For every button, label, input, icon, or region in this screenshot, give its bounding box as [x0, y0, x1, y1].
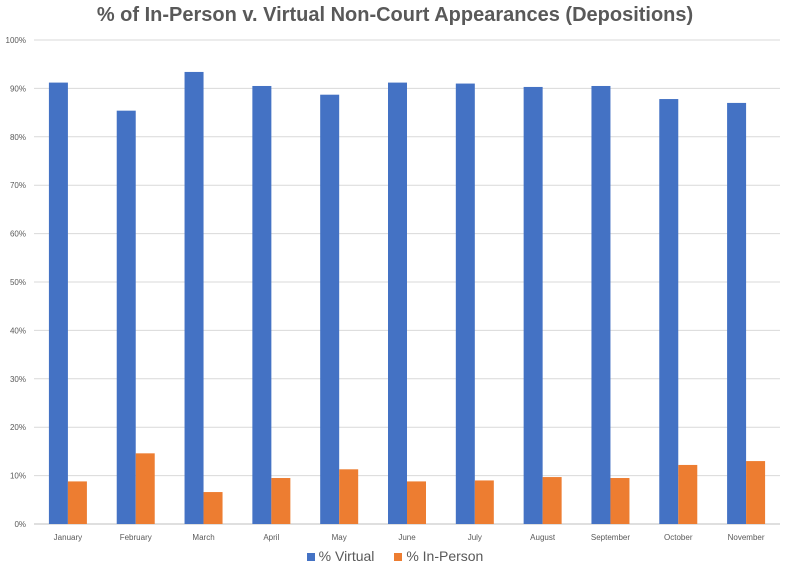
y-tick-label: 80% — [10, 133, 26, 142]
bar-virtual — [388, 82, 407, 524]
bar-in-person — [610, 478, 630, 524]
legend-label-virtual: % Virtual — [318, 548, 375, 564]
x-tick-label: April — [263, 533, 279, 542]
legend-item-in-person: % In-Person — [394, 548, 483, 564]
y-tick-label: 30% — [10, 375, 26, 384]
chart-title: % of In-Person v. Virtual Non-Court Appe… — [96, 4, 694, 26]
legend-label-in-person: % In-Person — [406, 548, 484, 564]
bar-virtual — [523, 86, 543, 524]
y-tick-label: 40% — [10, 326, 26, 335]
bar-virtual — [727, 102, 747, 525]
bar-in-person — [474, 480, 494, 524]
x-tick-label: August — [530, 533, 556, 542]
bar-in-person — [678, 464, 698, 524]
bar-virtual — [455, 83, 475, 524]
x-tick-label: February — [120, 533, 152, 542]
x-tick-label: January — [54, 533, 82, 542]
bar-virtual — [184, 71, 204, 524]
y-tick-label: 90% — [10, 84, 26, 93]
y-tick-label: 20% — [10, 423, 26, 432]
bar-virtual — [591, 85, 611, 524]
y-tick-label: 10% — [10, 472, 26, 481]
bar-virtual — [659, 99, 679, 524]
bar-in-person — [67, 481, 87, 524]
bar-in-person — [271, 478, 291, 524]
chart-legend: % Virtual % In-Person — [0, 548, 790, 564]
bar-virtual — [116, 110, 136, 524]
legend-swatch-virtual — [306, 553, 315, 562]
bar-virtual — [252, 85, 272, 524]
bar-virtual — [320, 94, 340, 524]
bar-in-person — [135, 453, 155, 524]
bar-in-person — [339, 469, 359, 524]
x-tick-label: November — [728, 533, 765, 542]
bar-in-person — [407, 481, 426, 524]
x-tick-label: September — [591, 533, 630, 542]
x-tick-label: June — [398, 533, 416, 542]
bar-virtual — [48, 82, 68, 524]
bar-in-person — [203, 492, 223, 524]
x-tick-label: October — [664, 533, 693, 542]
bar-in-person — [542, 477, 562, 524]
legend-item-virtual: % Virtual — [306, 548, 375, 564]
y-tick-label: 60% — [10, 230, 26, 239]
y-tick-label: 100% — [6, 36, 26, 45]
bar-in-person — [746, 461, 766, 524]
x-tick-label: July — [468, 533, 482, 542]
legend-swatch-in-person — [394, 553, 403, 562]
y-tick-label: 0% — [14, 520, 26, 529]
x-tick-label: March — [192, 533, 214, 542]
x-tick-label: May — [332, 533, 347, 542]
y-tick-label: 70% — [10, 181, 26, 190]
y-tick-label: 50% — [10, 278, 26, 287]
